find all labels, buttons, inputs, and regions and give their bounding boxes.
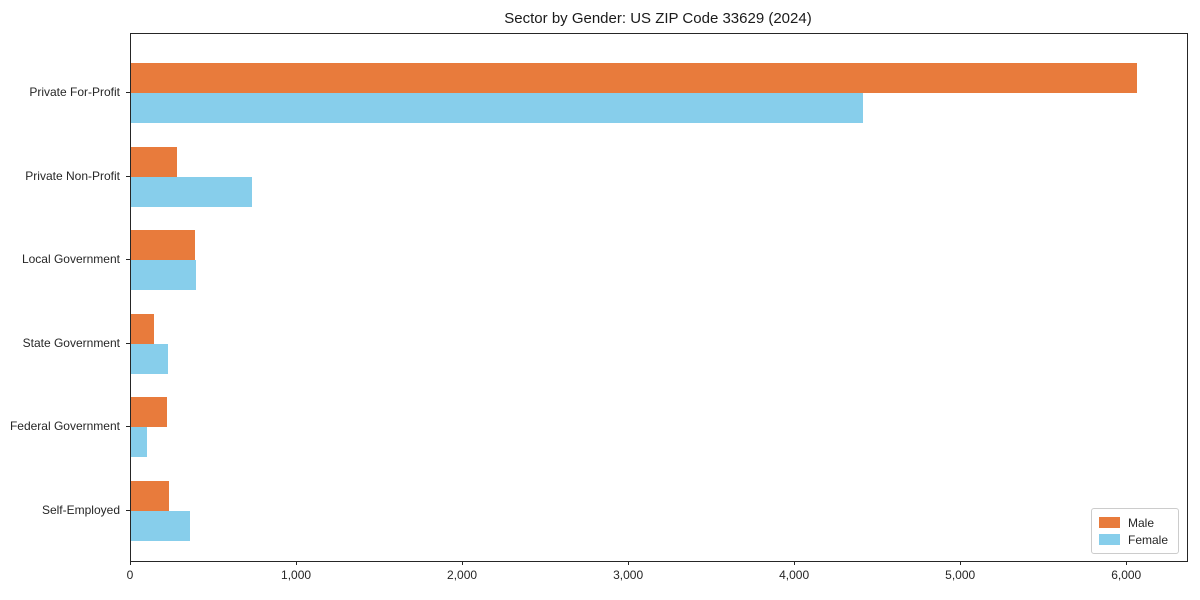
xtick-mark-0 xyxy=(130,561,131,565)
xtick-label-0: 0 xyxy=(126,568,134,582)
ytick-label-local-government: Local Government xyxy=(21,252,120,267)
legend-label-male: Male xyxy=(1127,515,1154,530)
bar-female-private-non-profit xyxy=(131,176,253,207)
xtick-label-3000: 3,000 xyxy=(613,568,644,582)
xtick-label-5000: 5,000 xyxy=(945,568,976,582)
xtick-label-2000: 2,000 xyxy=(447,568,478,582)
ytick-label-self-employed: Self-Employed xyxy=(41,502,120,517)
bar-female-state-government xyxy=(131,343,169,374)
legend-row-female: Female xyxy=(1098,531,1168,548)
legend-row-male: Male xyxy=(1098,514,1168,531)
ytick-mark-self-employed xyxy=(126,509,130,511)
ytick-mark-state-government xyxy=(126,342,130,344)
bar-male-private-for-profit xyxy=(131,63,1138,93)
bar-male-local-government xyxy=(131,230,195,261)
bar-male-state-government xyxy=(131,313,155,344)
bar-male-private-non-profit xyxy=(131,146,178,177)
bar-male-federal-government xyxy=(131,397,167,428)
plot-area: Male Female xyxy=(130,33,1188,562)
xtick-label-4000: 4,000 xyxy=(779,568,810,582)
ytick-mark-local-government xyxy=(126,259,130,261)
chart-title: Sector by Gender: US ZIP Code 33629 (202… xyxy=(504,10,812,27)
legend-swatch-male xyxy=(1098,517,1120,528)
xtick-label-6000: 6,000 xyxy=(1111,568,1142,582)
ytick-mark-private-for-profit xyxy=(126,92,130,93)
xtick-mark-3000 xyxy=(628,561,630,565)
bar-female-self-employed xyxy=(131,510,190,541)
bar-female-local-government xyxy=(131,260,196,291)
xtick-mark-4000 xyxy=(794,561,796,565)
xtick-mark-5000 xyxy=(960,561,962,565)
ytick-label-state-government: State Government xyxy=(22,335,120,350)
ytick-label-private-non-profit: Private Non-Profit xyxy=(25,168,120,183)
xtick-mark-2000 xyxy=(462,561,464,565)
ytick-mark-private-non-profit xyxy=(126,175,130,177)
legend-label-female: Female xyxy=(1127,532,1168,547)
bar-female-federal-government xyxy=(131,427,147,458)
legend: Male Female xyxy=(1090,508,1179,554)
xtick-label-1000: 1,000 xyxy=(281,568,312,582)
ytick-label-private-for-profit: Private For-Profit xyxy=(29,85,120,99)
bar-male-self-employed xyxy=(131,480,170,511)
xtick-mark-1000 xyxy=(296,561,298,565)
ytick-label-federal-government: Federal Government xyxy=(9,419,120,434)
bar-female-private-for-profit xyxy=(131,93,864,123)
xtick-mark-6000 xyxy=(1126,561,1128,565)
ytick-mark-federal-government xyxy=(126,426,130,428)
legend-swatch-female xyxy=(1098,534,1120,545)
